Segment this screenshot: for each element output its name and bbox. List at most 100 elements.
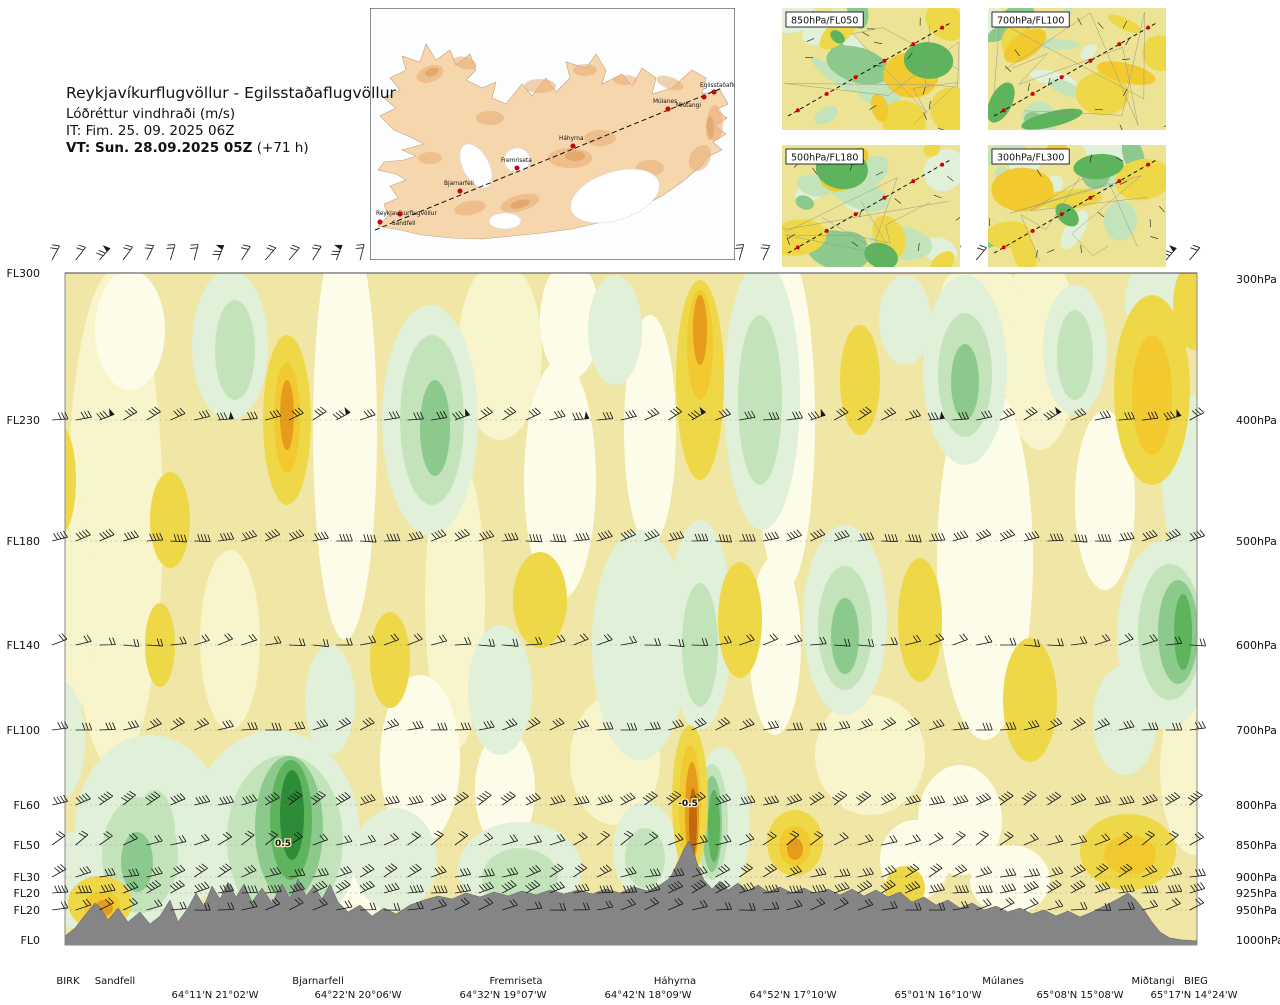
thumbnail-barb [1027, 83, 1030, 92]
map-waypoint-dot [570, 143, 576, 149]
contour-blob [1075, 410, 1135, 590]
level-map-thumbnails: 850hPa/FL050 700hPa/FL100 500hPa/FL180 300h… [782, 8, 1166, 267]
header-block: Reykjavíkurflugvöllur - Egilsstaðaflugvö… [66, 84, 396, 157]
thumbnail-barb [1163, 125, 1166, 128]
map-waypoint-dot [665, 106, 671, 112]
wind-barb-row [51, 879, 1206, 894]
route-line [374, 87, 723, 231]
contour-blob [540, 273, 600, 380]
thumbnail-blob [830, 30, 845, 44]
thumbnail-route-dot [824, 228, 829, 233]
axis-label-flight-level: FL300 [7, 267, 40, 280]
valid-time-offset: (+71 h) [252, 140, 309, 156]
wind-barb-row [51, 633, 1207, 648]
page-title: Reykjavíkurflugvöllur - Egilsstaðaflugvö… [66, 84, 396, 102]
contour-blob [738, 315, 782, 485]
cross-section-plot [65, 273, 1197, 945]
axis-label-pressure: 600hPa [1236, 639, 1277, 652]
axis-label-coordinates: 64°52'N 17°10'W [750, 990, 837, 1001]
thumbnail-barb [923, 112, 927, 120]
terrain-silhouette [65, 840, 1197, 945]
contour-blob [1174, 594, 1192, 670]
route-map-panel: Reykjavíkurflugvöllur Sandfell Bjarnarfell… [370, 8, 735, 260]
thumbnail-barb [851, 241, 859, 247]
axis-label-pressure: 850hPa [1236, 839, 1277, 852]
thumbnail-route-line [787, 21, 953, 117]
contour-blob [815, 695, 925, 815]
axis-label-pressure: 1000hPa [1236, 934, 1280, 947]
axis-label-coordinates: 65°08'N 15°08'W [1037, 990, 1124, 1001]
axis-label-coordinates: 64°42'N 18°09'W [605, 990, 692, 1001]
thumbnail-barb [1149, 219, 1151, 228]
thumbnail-blob [814, 105, 838, 125]
thumbnail-blob [1096, 61, 1156, 85]
thumbnail-blob [923, 145, 941, 157]
thumbnail-barb [1036, 169, 1042, 177]
wind-barb-row [51, 717, 1206, 731]
thumbnail-route-dot [1146, 162, 1151, 167]
thumbnail-barb [933, 194, 942, 199]
contour-blob [693, 295, 707, 365]
thumbnail-barb [1097, 211, 1105, 218]
axis-label-flight-level: FL20 [14, 887, 40, 900]
contour-blob [65, 681, 85, 799]
map-waypoint-dot [514, 165, 520, 171]
thumbnail-barb [907, 52, 913, 60]
thumbnail-blob [923, 149, 960, 192]
contour-blob [588, 275, 642, 385]
thumbnail-barb [1089, 154, 1092, 163]
contour-blob [937, 380, 1033, 740]
thumbnail-route-dot [1146, 25, 1151, 30]
thumbnail-route-dot [824, 91, 829, 96]
thumbnail-coastline [852, 27, 960, 125]
thumbnail-map: 300hPa/FL300 [988, 145, 1166, 267]
map-ridges [425, 67, 714, 209]
wind-barb-row [51, 406, 1205, 421]
thumbnail-blob [1049, 79, 1082, 97]
thumbnail-label: 300hPa/FL300 [997, 153, 1064, 164]
axis-label-flight-level: FL100 [7, 724, 40, 737]
thumbnail-barb [1150, 236, 1159, 240]
contour-blob [787, 838, 803, 860]
thumbnail-label: 500hPa/FL180 [791, 153, 858, 164]
wind-barbs [50, 244, 1207, 911]
thumbnail-barb [1046, 249, 1055, 253]
contour-blob [513, 552, 567, 648]
thumbnail-route-line [993, 21, 1159, 117]
contour-blob [1057, 310, 1093, 400]
thumbnail-map: 700hPa/FL100 [988, 8, 1166, 130]
thumbnail-blob [1055, 203, 1079, 227]
map-waypoint-label: Fremriseta [501, 158, 532, 164]
thumbnail-label-box [991, 11, 1070, 28]
axis-labels: FL300 FL230 FL180 FL140 FL100 FL60 FL50 FL30 FL2… [7, 267, 1280, 1001]
thumbnail-barb [1122, 21, 1127, 29]
axis-label-station: BIEG [1184, 976, 1208, 987]
map-waypoint-dot [377, 219, 383, 225]
thumbnail-label-box [991, 148, 1070, 165]
axis-label-flight-level: FL230 [7, 414, 40, 427]
wind-barb-row [51, 790, 1203, 806]
contour-blob [1093, 665, 1157, 775]
thumbnail-route-dot [1059, 212, 1064, 217]
thumbnail-barb [1014, 49, 1020, 57]
variable-subtitle: Lóðréttur vindhraði (m/s) [66, 106, 236, 122]
thumbnail-map: 500hPa/FL180 [782, 145, 960, 267]
axis-label-pressure: 900hPa [1236, 871, 1277, 884]
thumbnail-barb [937, 127, 945, 130]
thumbnail-coastline [782, 177, 949, 249]
axis-label-coordinates: 65°17'N 14°24'W [1151, 990, 1238, 1001]
thumbnail-barb [806, 38, 815, 42]
axis-label-pressure: 925hPa [1236, 887, 1277, 900]
contour-blob [970, 845, 1050, 915]
thumbnail-barb [1159, 205, 1165, 213]
thumbnail-barb [894, 198, 902, 204]
thumbnail-blob [1114, 158, 1166, 201]
contour-blob [370, 612, 410, 708]
thumbnail-route-dot [1117, 179, 1122, 184]
thumbnail-coastline [1009, 175, 1142, 257]
map-waypoint-label: Reykjavíkurflugvöllur [376, 210, 437, 217]
thumbnail-route-dot [911, 42, 916, 47]
thumbnail-coastline [1004, 12, 1139, 126]
